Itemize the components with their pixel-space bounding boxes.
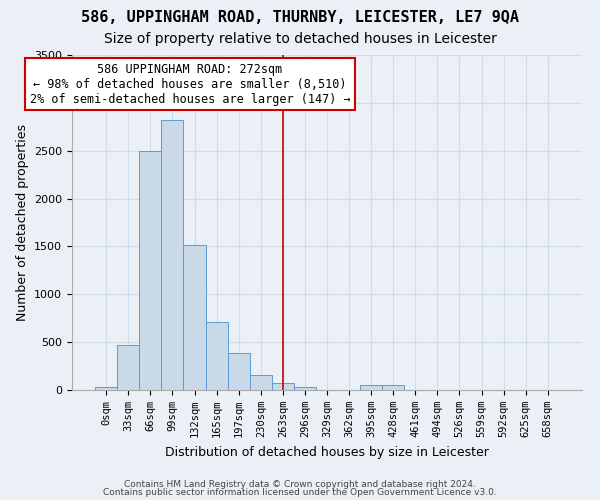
Bar bbox=[360, 385, 382, 390]
Bar bbox=[250, 374, 272, 390]
Bar bbox=[117, 345, 139, 390]
Text: 586, UPPINGHAM ROAD, THURNBY, LEICESTER, LE7 9QA: 586, UPPINGHAM ROAD, THURNBY, LEICESTER,… bbox=[81, 10, 519, 25]
Text: Size of property relative to detached houses in Leicester: Size of property relative to detached ho… bbox=[104, 32, 496, 46]
X-axis label: Distribution of detached houses by size in Leicester: Distribution of detached houses by size … bbox=[165, 446, 489, 458]
Bar bbox=[227, 352, 250, 390]
Bar bbox=[206, 322, 227, 390]
Text: Contains HM Land Registry data © Crown copyright and database right 2024.: Contains HM Land Registry data © Crown c… bbox=[124, 480, 476, 489]
Bar bbox=[161, 120, 184, 390]
Bar bbox=[294, 387, 316, 390]
Text: 586 UPPINGHAM ROAD: 272sqm
← 98% of detached houses are smaller (8,510)
2% of se: 586 UPPINGHAM ROAD: 272sqm ← 98% of deta… bbox=[30, 62, 350, 106]
Bar bbox=[272, 384, 294, 390]
Text: Contains public sector information licensed under the Open Government Licence v3: Contains public sector information licen… bbox=[103, 488, 497, 497]
Bar bbox=[382, 385, 404, 390]
Y-axis label: Number of detached properties: Number of detached properties bbox=[16, 124, 29, 321]
Bar bbox=[95, 387, 117, 390]
Bar bbox=[139, 150, 161, 390]
Bar bbox=[184, 246, 206, 390]
